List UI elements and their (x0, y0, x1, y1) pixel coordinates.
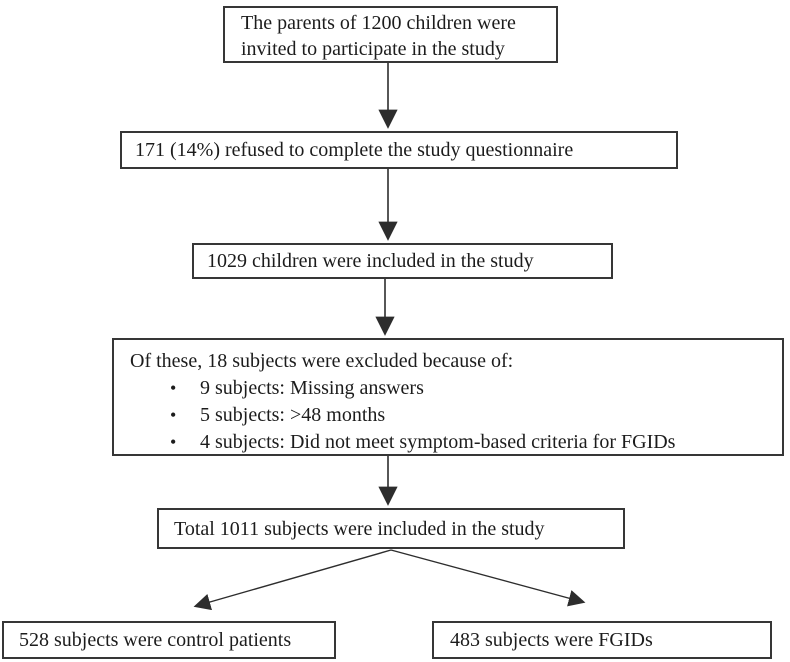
excluded-reasons-list: • 9 subjects: Missing answers • 5 subjec… (130, 375, 782, 456)
box-invited-line1: The parents of 1200 children were (241, 12, 516, 34)
list-item: • 4 subjects: Did not meet symptom-based… (130, 429, 782, 456)
box-invited-line2: invited to participate in the study (241, 38, 505, 60)
box-included-text: 1029 children were included in the study (207, 250, 534, 272)
box-included: 1029 children were included in the study (192, 243, 613, 279)
bullet-icon: • (170, 432, 177, 452)
arrow-total-to-fgids (390, 549, 586, 607)
box-fgids: 483 subjects were FGIDs (432, 621, 772, 659)
box-excluded: Of these, 18 subjects were excluded beca… (112, 338, 784, 456)
box-total: Total 1011 subjects were included in the… (157, 508, 625, 549)
box-control: 528 subjects were control patients (2, 621, 336, 659)
box-fgids-text: 483 subjects were FGIDs (450, 629, 653, 651)
excluded-reason-text: 5 subjects: >48 months (200, 404, 386, 426)
bullet-icon: • (170, 378, 177, 398)
list-item: • 5 subjects: >48 months (130, 402, 782, 429)
excluded-reason-text: 9 subjects: Missing answers (200, 377, 424, 399)
box-excluded-heading: Of these, 18 subjects were excluded beca… (130, 350, 514, 372)
bullet-icon: • (170, 405, 177, 425)
box-refused-text: 171 (14%) refused to complete the study … (135, 139, 574, 161)
arrow-total-to-control (193, 549, 392, 611)
box-invited: The parents of 1200 children were invite… (223, 6, 558, 63)
excluded-reason-text: 4 subjects: Did not meet symptom-based c… (200, 431, 676, 453)
list-item: • 9 subjects: Missing answers (130, 375, 782, 402)
box-total-text: Total 1011 subjects were included in the… (174, 517, 545, 540)
box-control-text: 528 subjects were control patients (19, 629, 292, 651)
box-refused: 171 (14%) refused to complete the study … (120, 131, 678, 169)
